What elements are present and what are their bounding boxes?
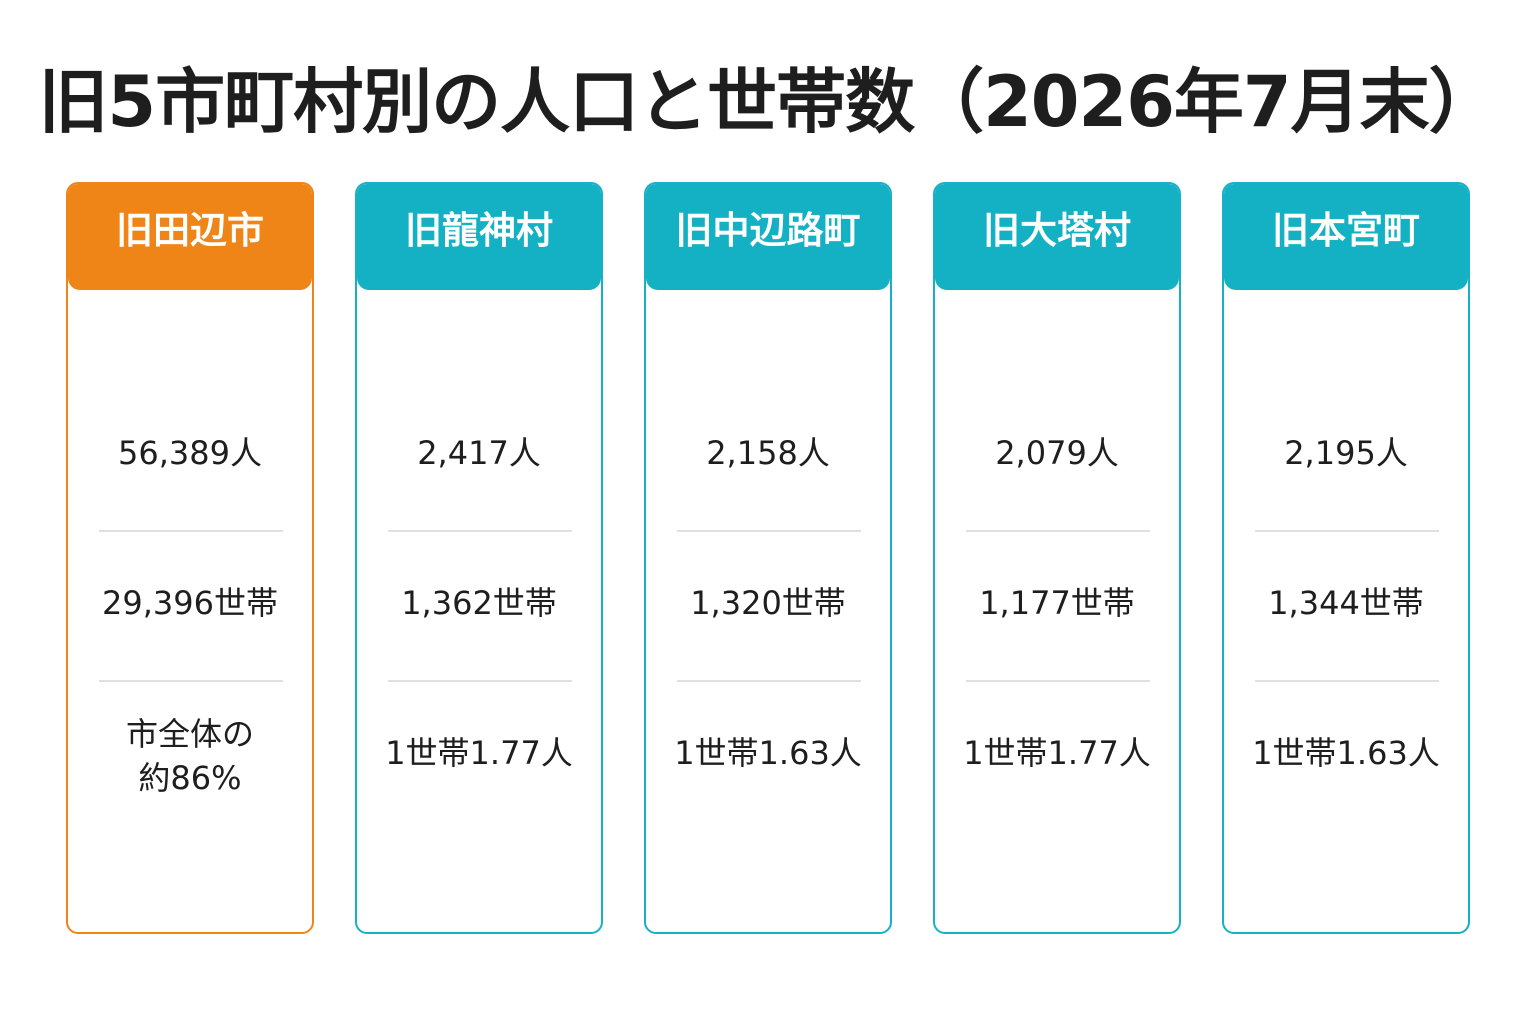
population-value: 2,417人	[417, 434, 541, 472]
households-value: 1,344世帯	[1268, 584, 1424, 622]
region-card-header: 旧中辺路町	[646, 184, 890, 290]
divider	[388, 680, 572, 682]
share-note-line1: 市全体の	[125, 715, 254, 753]
divider	[677, 530, 861, 532]
population-value: 2,195人	[1284, 434, 1408, 472]
region-card-ryujin: 旧龍神村 2,417人 1,362世帯 1世帯1.77人	[355, 182, 603, 934]
page-title: 旧5市町村別の人口と世帯数（2026年7月末）	[38, 61, 1498, 143]
divider	[966, 680, 1150, 682]
region-card-header: 旧田辺市	[68, 184, 312, 290]
divider	[677, 680, 861, 682]
region-card-header: 旧本宮町	[1224, 184, 1468, 290]
divider	[99, 680, 283, 682]
region-card-oto: 旧大塔村 2,079人 1,177世帯 1世帯1.77人	[933, 182, 1181, 934]
persons-per-household: 1世帯1.77人	[385, 734, 573, 772]
persons-per-household: 1世帯1.63人	[674, 734, 862, 772]
region-card-nakahechi: 旧中辺路町 2,158人 1,320世帯 1世帯1.63人	[644, 182, 892, 934]
households-value: 29,396世帯	[102, 584, 278, 622]
population-value: 2,158人	[706, 434, 830, 472]
region-card-header: 旧龍神村	[357, 184, 601, 290]
persons-per-household: 1世帯1.63人	[1252, 734, 1440, 772]
divider	[1255, 680, 1439, 682]
divider	[99, 530, 283, 532]
population-value: 2,079人	[995, 434, 1119, 472]
divider	[966, 530, 1150, 532]
region-card-tanabe: 旧田辺市 56,389人 29,396世帯 市全体の 約86%	[66, 182, 314, 934]
divider	[1255, 530, 1439, 532]
share-note: 市全体の 約86%	[68, 712, 312, 800]
households-value: 1,177世帯	[979, 584, 1135, 622]
population-value: 56,389人	[118, 434, 262, 472]
households-value: 1,320世帯	[690, 584, 846, 622]
region-card-header: 旧大塔村	[935, 184, 1179, 290]
persons-per-household: 1世帯1.77人	[963, 734, 1151, 772]
households-value: 1,362世帯	[401, 584, 557, 622]
share-note-line2: 約86%	[138, 759, 242, 797]
divider	[388, 530, 572, 532]
region-card-hongu: 旧本宮町 2,195人 1,344世帯 1世帯1.63人	[1222, 182, 1470, 934]
